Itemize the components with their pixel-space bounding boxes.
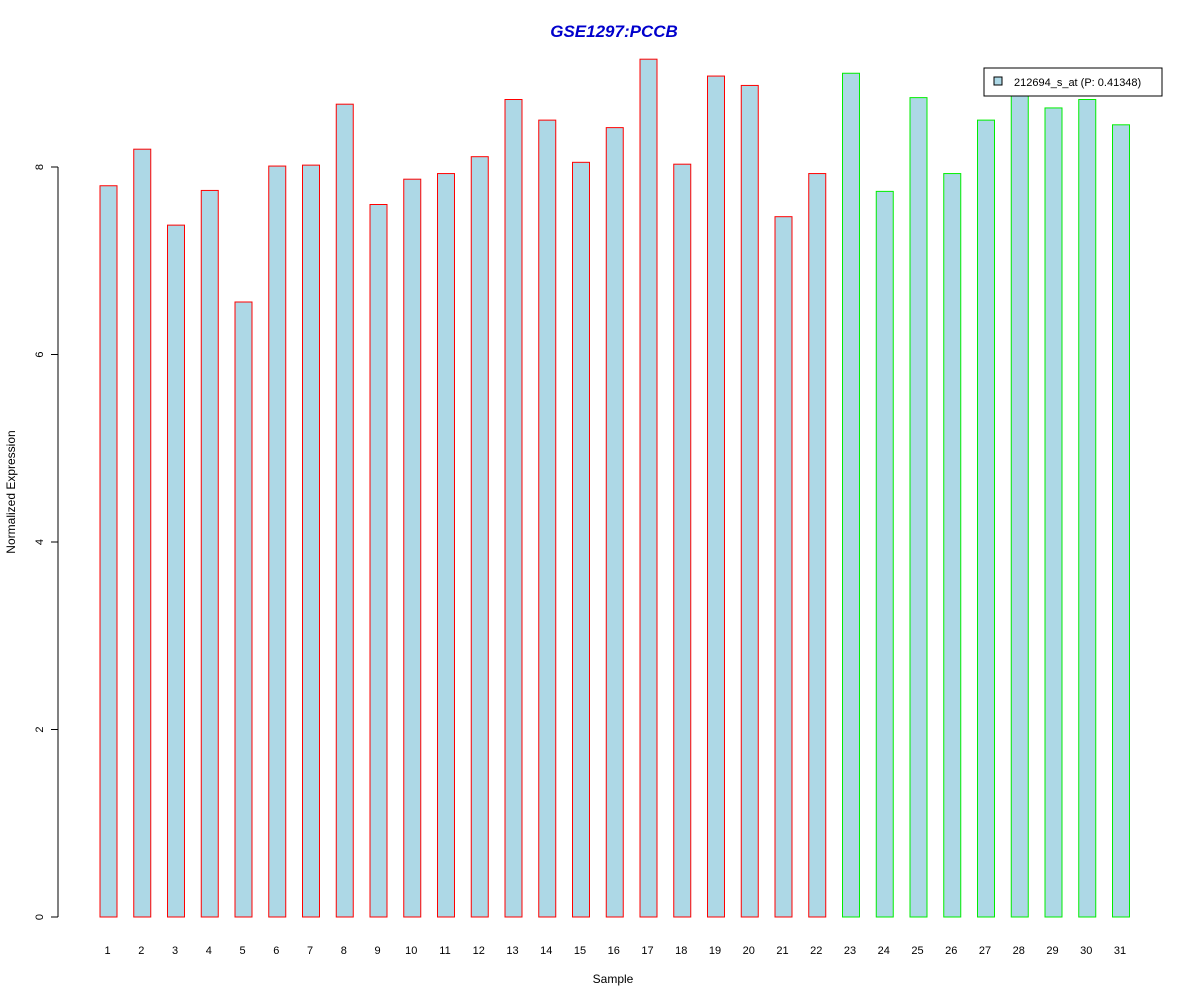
- bar-sample-2: [133, 148, 152, 918]
- bar-sample-3: [167, 224, 185, 918]
- bar-sample-23: [842, 72, 860, 918]
- bars-group: [99, 58, 1130, 918]
- chart-title: GSE1297:PCCB: [550, 22, 678, 41]
- x-tick-label: 22: [810, 945, 822, 957]
- bar-sample-15: [572, 161, 590, 918]
- y-tick-label: 6: [34, 351, 46, 357]
- x-tick-label: 25: [911, 945, 923, 957]
- x-tick-label: 7: [307, 945, 313, 957]
- x-tick-label: 20: [743, 945, 755, 957]
- x-tick-label: 2: [138, 945, 144, 957]
- bar-sample-12: [470, 156, 489, 918]
- x-tick-label: 18: [675, 945, 687, 957]
- x-tick-label: 27: [979, 945, 991, 957]
- bar-sample-25: [909, 97, 928, 918]
- x-tick-label: 4: [206, 945, 212, 957]
- bar-sample-17: [639, 58, 658, 918]
- bar-sample-26: [943, 173, 962, 918]
- bar-sample-18: [673, 163, 692, 918]
- bar-sample-22: [808, 173, 827, 918]
- bar-sample-30: [1078, 99, 1097, 918]
- x-tick-label: 9: [374, 945, 380, 957]
- x-tick-label: 21: [776, 945, 788, 957]
- x-tick-label: 28: [1013, 945, 1025, 957]
- x-tick-label: 24: [878, 945, 890, 957]
- x-tick-label: 19: [709, 945, 721, 957]
- bar-sample-6: [268, 165, 287, 918]
- x-tick-label: 12: [473, 945, 485, 957]
- y-tick-label: 2: [34, 726, 46, 732]
- bar-sample-27: [977, 119, 995, 918]
- bar-sample-20: [740, 84, 759, 918]
- y-tick-label: 4: [34, 539, 46, 545]
- bar-sample-10: [403, 178, 422, 918]
- bar-sample-11: [437, 173, 455, 918]
- bar-sample-21: [774, 216, 793, 918]
- legend-label: 212694_s_at (P: 0.41348): [1014, 77, 1141, 89]
- x-tick-label: 17: [641, 945, 653, 957]
- x-tick-label: 15: [574, 945, 586, 957]
- x-tick-label: 6: [273, 945, 279, 957]
- x-tick-label: 11: [439, 945, 450, 957]
- bar-sample-7: [302, 164, 320, 918]
- bar-sample-4: [200, 189, 219, 918]
- x-tick-label: 1: [104, 945, 110, 957]
- legend-swatch: [993, 76, 1003, 86]
- y-tick-label: 8: [34, 164, 46, 170]
- x-tick-label: 10: [405, 945, 417, 957]
- x-tick-label: 31: [1114, 945, 1126, 957]
- bar-sample-28: [1010, 95, 1029, 918]
- x-tick-labels: 1 2 3 4 5 6 7 8 9 10 11 12 13 14 15 16 17 18 19 20 21 22 23 24 2…: [104, 945, 1126, 957]
- bar-sample-29: [1044, 107, 1063, 918]
- bar-sample-9: [369, 204, 388, 918]
- bar-sample-8: [335, 103, 354, 918]
- x-axis-label: Sample: [593, 972, 634, 986]
- x-tick-label: 3: [172, 945, 178, 957]
- x-tick-label: 8: [341, 945, 347, 957]
- bar-sample-14: [538, 119, 557, 918]
- legend: 212694_s_at (P: 0.41348): [983, 67, 1163, 97]
- x-tick-label: 29: [1046, 945, 1058, 957]
- x-tick-label: 30: [1080, 945, 1092, 957]
- bar-sample-5: [234, 301, 253, 918]
- legend-box: [983, 67, 1163, 97]
- bar-sample-13: [504, 99, 523, 918]
- bar-sample-1: [99, 185, 118, 918]
- bar-sample-31: [1112, 124, 1130, 918]
- y-axis: 0 2 4 6 8: [34, 164, 59, 920]
- x-tick-label: 14: [540, 945, 552, 957]
- x-tick-label: 26: [945, 945, 957, 957]
- bar-sample-24: [875, 190, 894, 918]
- x-tick-label: 13: [506, 945, 518, 957]
- x-tick-label: 23: [844, 945, 856, 957]
- y-axis-label: Normalized Expression: [4, 430, 18, 553]
- bar-sample-19: [707, 75, 725, 918]
- x-tick-label: 5: [239, 945, 245, 957]
- y-tick-label: 0: [34, 914, 46, 920]
- x-tick-label: 16: [608, 945, 620, 957]
- bar-sample-16: [605, 127, 624, 918]
